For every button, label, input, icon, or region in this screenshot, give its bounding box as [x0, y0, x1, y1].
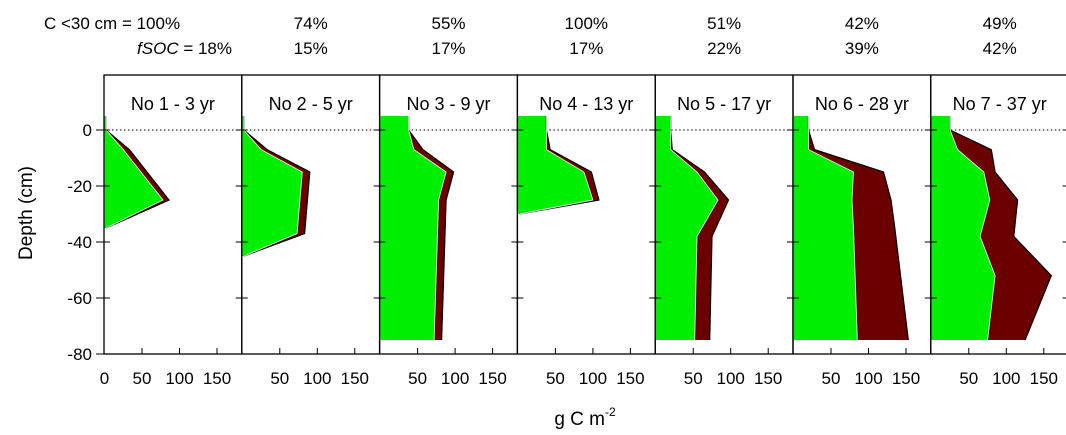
y-tick-label: -40 — [67, 233, 92, 252]
inner-carbon-area — [517, 116, 593, 214]
inner-profile-line — [243, 116, 303, 257]
panel-5: 51% 22% No 5 - 17 yr 50 100 150 — [654, 14, 794, 388]
panel-title: No 1 - 3 yr — [131, 94, 215, 114]
inner-carbon-area — [931, 116, 996, 340]
panel-c30-value: 42% — [845, 14, 879, 33]
x-tick-label: 150 — [892, 369, 920, 388]
panel-1: No 1 - 3 yr 0 50 100 150 — [100, 74, 243, 388]
x-tick-label: 100 — [165, 369, 193, 388]
x-tick-label: 150 — [203, 369, 231, 388]
header-fsoc-rest: = 18% — [179, 39, 232, 58]
inner-profile-line — [408, 116, 447, 341]
panel-fsoc-value: 17% — [431, 39, 465, 58]
inner-profile-line — [519, 116, 594, 215]
y-tick-label: -60 — [67, 289, 92, 308]
outer-profile-line — [949, 116, 1053, 341]
x-axis-label: g C m-2 — [554, 405, 616, 430]
panel-c30-value: 74% — [294, 14, 328, 33]
y-tick-label: -80 — [67, 345, 92, 364]
x-tick-label: 150 — [1030, 369, 1058, 388]
x-axis-label-superscript: -2 — [605, 405, 616, 419]
panel-c30-value: 55% — [431, 14, 465, 33]
x-tick-label: 0 — [100, 369, 109, 388]
panel-title: No 7 - 37 yr — [953, 94, 1047, 114]
x-tick-label: 150 — [616, 369, 644, 388]
panel-c30-value: 51% — [707, 14, 741, 33]
y-axis-label: Depth (cm) — [16, 166, 37, 260]
inner-carbon-area — [655, 116, 718, 340]
panel-fsoc-value: 42% — [983, 39, 1017, 58]
panel-6: 42% 39% No 6 - 28 yr 50 100 150 — [792, 14, 932, 388]
x-tick-label: 50 — [959, 369, 978, 388]
x-tick-label: 100 — [992, 369, 1020, 388]
panel-title: No 2 - 5 yr — [269, 94, 353, 114]
x-tick-label: 150 — [341, 369, 369, 388]
x-tick-label: 50 — [546, 369, 565, 388]
inner-profile-line — [949, 116, 996, 341]
inner-profile-line — [105, 116, 164, 229]
panel-7: 49% 42% No 7 - 37 yr 50 100 150 — [930, 14, 1066, 388]
x-tick-label: 50 — [133, 369, 152, 388]
panel-fsoc-value: 17% — [569, 39, 603, 58]
y-tick-label: 0 — [83, 121, 92, 140]
x-tick-label: 100 — [579, 369, 607, 388]
header-fsoc-label: fSOC = 18% — [137, 39, 232, 58]
panel-title: No 3 - 9 yr — [406, 94, 490, 114]
inner-profile-line — [670, 116, 719, 341]
inner-profile-line — [808, 116, 858, 341]
panel-frame — [930, 74, 1066, 355]
panel-c30-value: 100% — [565, 14, 608, 33]
x-tick-label: 50 — [684, 369, 703, 388]
panel-3: 55% 17% No 3 - 9 yr 50 100 150 — [378, 14, 519, 388]
x-tick-label: 150 — [754, 369, 782, 388]
y-tick-label: -20 — [67, 177, 92, 196]
inner-carbon-area — [104, 116, 163, 228]
inner-carbon-area — [242, 116, 303, 256]
panel-fsoc-value: 39% — [845, 39, 879, 58]
panel-fsoc-value: 15% — [294, 39, 328, 58]
panel-title: No 5 - 17 yr — [677, 94, 771, 114]
x-tick-label: 100 — [854, 369, 882, 388]
panel-title: No 6 - 28 yr — [815, 94, 909, 114]
x-tick-label: 50 — [822, 369, 841, 388]
x-tick-label: 100 — [303, 369, 331, 388]
x-tick-label: 100 — [441, 369, 469, 388]
inner-carbon-area — [380, 116, 447, 340]
x-tick-label: 50 — [408, 369, 427, 388]
panel-title: No 4 - 13 yr — [539, 94, 633, 114]
panel-2: 74% 15% No 2 - 5 yr 50 100 150 — [241, 14, 381, 388]
x-tick-label: 100 — [717, 369, 745, 388]
x-tick-label: 150 — [478, 369, 506, 388]
x-tick-label: 50 — [270, 369, 289, 388]
panel-4: 100% 17% No 4 - 13 yr 50 100 150 — [516, 14, 656, 388]
x-axis-label-base: g C m — [554, 409, 605, 430]
header-fsoc-italic: fSOC — [137, 39, 179, 58]
inner-carbon-area — [793, 116, 858, 340]
header-c30-label: C <30 cm = 100% — [44, 14, 180, 33]
panel-c30-value: 49% — [983, 14, 1017, 33]
panel-fsoc-value: 22% — [707, 39, 741, 58]
